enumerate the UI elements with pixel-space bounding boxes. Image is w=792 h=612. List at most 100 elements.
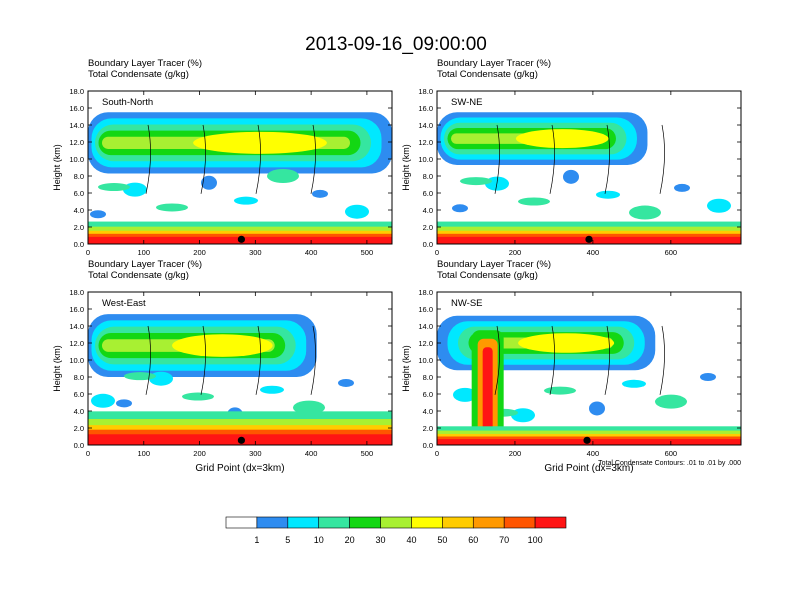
x-tick-label: 300 (249, 449, 262, 458)
x-tick-label: 500 (361, 449, 374, 458)
colorbar-label: 60 (468, 535, 478, 545)
condensate-contour (310, 325, 316, 395)
panel-title-line: Boundary Layer Tracer (%) (88, 58, 202, 69)
panel-title-line: Total Condensate (g/kg) (437, 69, 538, 80)
x-tick-label: 500 (361, 248, 374, 257)
y-tick-label: 2.0 (423, 223, 433, 232)
condensate-contour (659, 325, 665, 395)
cloud-patch (260, 385, 284, 394)
colorbar-swatch (411, 516, 443, 529)
condensate-contour (255, 325, 261, 395)
cloud-patch (267, 169, 299, 183)
panel-title-line: Total Condensate (g/kg) (437, 270, 538, 281)
colorbar-swatch (442, 516, 474, 529)
condensate-contour (310, 124, 316, 194)
cloud-patch (338, 378, 354, 387)
y-tick-label: 6.0 (423, 390, 433, 399)
x-tick-label: 0 (86, 449, 90, 458)
cloud-patch (629, 205, 661, 220)
x-tick-label: 0 (435, 248, 439, 257)
cloud-patch (156, 203, 188, 212)
y-tick-label: 18.0 (418, 87, 433, 96)
y-tick-label: 8.0 (74, 373, 84, 382)
colorbar-swatch (472, 516, 505, 529)
y-tick-label: 0.0 (74, 240, 84, 249)
panel-sw-ne: Boundary Layer Tracer (%)Total Condensat… (401, 58, 742, 257)
x-tick-label: 400 (305, 449, 318, 458)
y-tick-label: 18.0 (69, 288, 84, 297)
cloud-patch (91, 393, 115, 408)
colorbar-swatch (380, 516, 412, 529)
y-tick-label: 6.0 (74, 189, 84, 198)
field (88, 292, 392, 445)
y-tick-label: 8.0 (74, 172, 84, 181)
condensate-contour (604, 124, 610, 194)
anvil-core (518, 333, 615, 353)
x-tick-label: 400 (587, 449, 600, 458)
plot-frame (436, 291, 742, 446)
condensate-contour (494, 325, 500, 395)
cloud-patch (700, 373, 716, 381)
x-tick-label: 400 (587, 248, 600, 257)
y-tick-label: 18.0 (69, 87, 84, 96)
y-tick-label: 12.0 (418, 138, 433, 147)
anvil-core (515, 129, 609, 149)
y-tick-label: 10.0 (418, 155, 433, 164)
cloud-patch (596, 190, 620, 199)
condensate-contour (659, 124, 665, 194)
panel-title-line: Boundary Layer Tracer (%) (437, 58, 551, 69)
y-tick-label: 10.0 (69, 356, 84, 365)
condensate-contour (549, 325, 555, 395)
location-marker (583, 436, 591, 444)
cloud-patch (622, 379, 646, 388)
cloud-patch (453, 387, 477, 402)
y-tick-label: 16.0 (69, 305, 84, 314)
y-tick-label: 16.0 (418, 104, 433, 113)
x-tick-label: 200 (509, 248, 522, 257)
y-tick-label: 4.0 (74, 206, 84, 215)
y-tick-label: 2.0 (74, 424, 84, 433)
x-tick-label: 200 (509, 449, 522, 458)
y-tick-label: 8.0 (423, 373, 433, 382)
colorbar-label: 30 (376, 535, 386, 545)
panel-label: South-North (102, 97, 153, 108)
y-tick-label: 0.0 (423, 441, 433, 450)
y-tick-label: 10.0 (69, 155, 84, 164)
panel-label: SW-NE (451, 97, 483, 108)
y-tick-label: 14.0 (69, 121, 84, 130)
anvil-core (172, 334, 273, 357)
panel-label: West-East (102, 298, 146, 309)
y-tick-label: 4.0 (423, 206, 433, 215)
y-tick-label: 12.0 (69, 339, 84, 348)
condensate-contour (549, 124, 555, 194)
y-axis-label: Height (km) (52, 345, 62, 392)
x-tick-label: 600 (665, 248, 678, 257)
y-tick-label: 10.0 (418, 356, 433, 365)
y-tick-label: 2.0 (423, 424, 433, 433)
cloud-patch (345, 204, 369, 219)
x-tick-label: 400 (305, 248, 318, 257)
panel-label: NW-SE (451, 298, 483, 309)
y-tick-label: 6.0 (423, 189, 433, 198)
panel-west-east: Boundary Layer Tracer (%)Total Condensat… (52, 259, 393, 474)
colorbar-label: 5 (285, 535, 290, 545)
condensate-contour (604, 325, 610, 395)
y-tick-label: 4.0 (423, 407, 433, 416)
colorbar-swatch (256, 516, 289, 529)
cloud-patch (90, 210, 106, 219)
cloud-patch (674, 183, 690, 192)
y-tick-label: 4.0 (74, 407, 84, 416)
x-tick-label: 0 (86, 248, 90, 257)
colorbar-swatch (503, 516, 536, 529)
cloud-patch (544, 386, 576, 395)
condensate-contour (145, 325, 151, 395)
cloud-patch (312, 189, 328, 198)
y-tick-label: 0.0 (74, 441, 84, 450)
y-axis-label: Height (km) (401, 345, 411, 392)
y-tick-label: 12.0 (418, 339, 433, 348)
y-tick-label: 16.0 (418, 305, 433, 314)
condensate-contour (200, 325, 206, 395)
panel-nw-se: Boundary Layer Tracer (%)Total Condensat… (401, 259, 742, 474)
colorbar-label: 10 (314, 535, 324, 545)
colorbar-label: 40 (406, 535, 416, 545)
